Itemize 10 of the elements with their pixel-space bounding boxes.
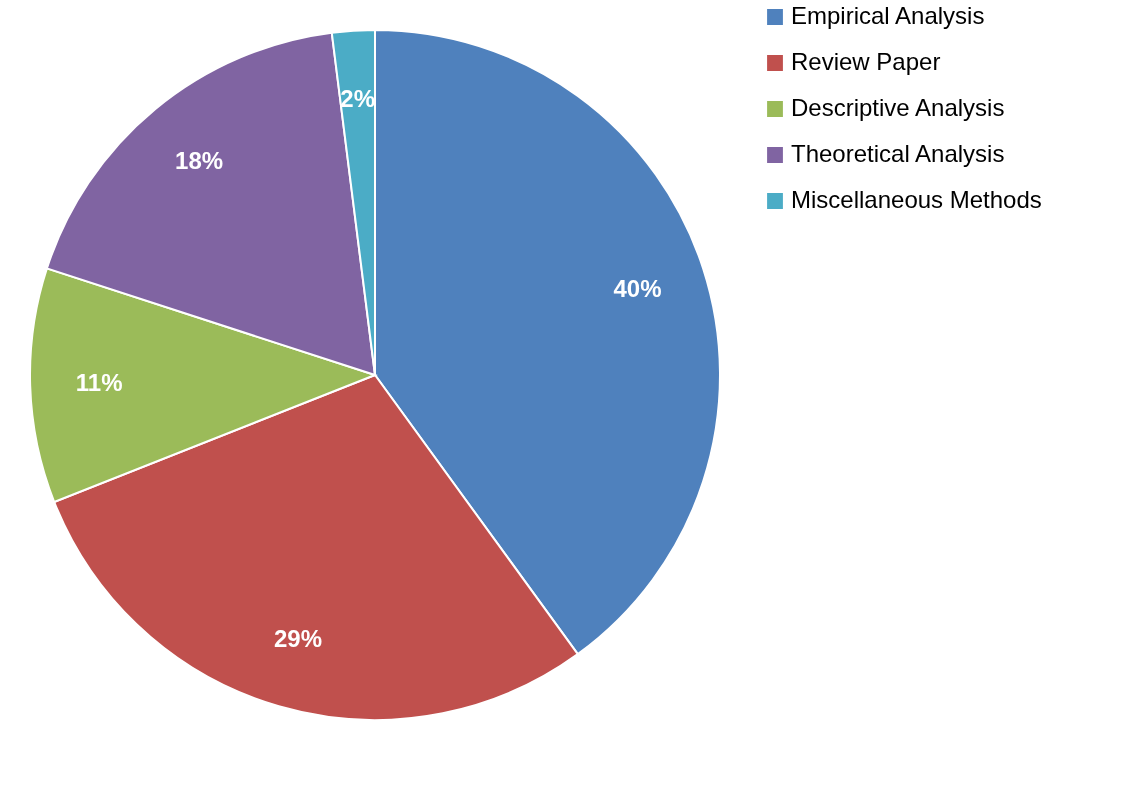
legend-label: Miscellaneous Methods (791, 186, 1042, 213)
legend-label: Descriptive Analysis (791, 94, 1005, 121)
data-label: 2% (340, 84, 376, 112)
data-label: 18% (175, 147, 224, 175)
legend-label: Review Paper (791, 48, 941, 75)
legend-label: Empirical Analysis (791, 2, 985, 29)
legend-label: Theoretical Analysis (791, 140, 1005, 167)
data-label: 11% (75, 368, 123, 396)
data-label: 40% (613, 274, 662, 302)
data-label: 29% (273, 625, 323, 653)
